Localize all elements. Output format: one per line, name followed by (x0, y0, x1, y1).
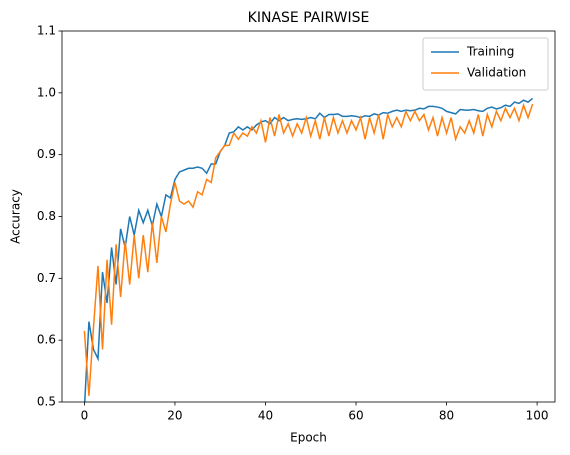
y-tick-label: 1.0 (37, 85, 56, 99)
y-tick-label: 0.8 (37, 209, 56, 223)
legend-box (422, 37, 549, 91)
x-axis-label: Epoch (290, 431, 327, 445)
y-tick-label: 0.9 (37, 147, 56, 161)
plot-area (62, 31, 555, 402)
y-tick-label: 1.1 (37, 24, 56, 38)
x-tick-label: 80 (439, 409, 454, 423)
x-tick-label: 60 (348, 409, 363, 423)
series-line (83, 102, 534, 396)
legend-label: Training (466, 45, 514, 59)
lines (83, 97, 534, 402)
x-tick-label: 40 (258, 409, 273, 423)
y-tick-label: 0.6 (37, 333, 56, 347)
legend-label: Validation (467, 66, 526, 80)
y-axis-label: Accuracy (9, 189, 23, 244)
chart-title: KINASE PAIRWISE (248, 10, 370, 26)
x-tick-label: 0 (81, 409, 89, 423)
y-tick-label: 0.5 (37, 395, 56, 409)
series-line (83, 97, 534, 402)
y-tick-label: 0.7 (37, 271, 56, 285)
x-tick-label: 100 (526, 409, 549, 423)
x-tick-label: 20 (167, 409, 182, 423)
